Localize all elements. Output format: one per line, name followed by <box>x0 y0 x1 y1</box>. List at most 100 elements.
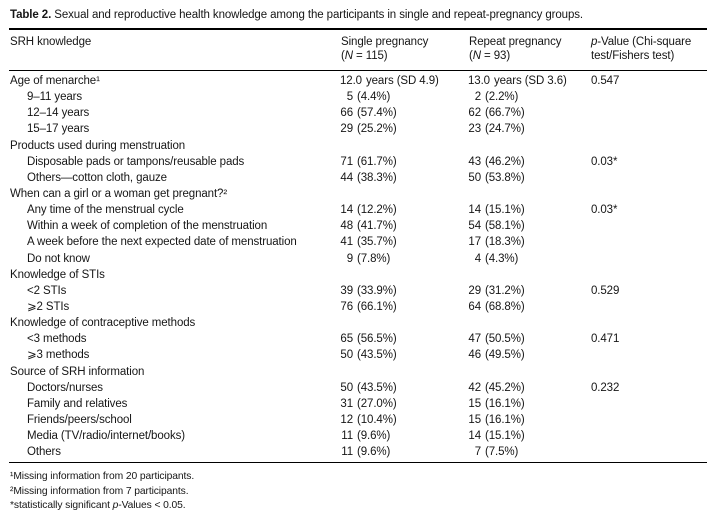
value-percent: (9.6%) <box>357 446 391 459</box>
row-label: Family and relatives <box>27 397 128 410</box>
single-pregnancy-value: 29 (25.2%) <box>340 121 468 137</box>
repeat-pregnancy-value: 17 (18.3%) <box>468 234 590 250</box>
row-label: ⩾3 methods <box>27 349 90 362</box>
value-percent: (16.1%) <box>485 397 525 410</box>
row-label: When can a girl or a woman get pregnant?… <box>10 187 228 200</box>
value-percent: (35.7%) <box>357 236 397 249</box>
header-repeat-pregnancy-line1: Repeat pregnancy <box>469 36 562 48</box>
row-label: Others <box>27 446 61 459</box>
single-pregnancy-value: 41 (35.7%) <box>340 234 468 250</box>
row-label: 15–17 years <box>27 123 90 136</box>
data-table: SRH knowledge Single pregnancy (N = 115)… <box>9 28 707 464</box>
p-value <box>590 218 707 234</box>
value-percent: (45.2%) <box>485 381 525 394</box>
n-count: = 115) <box>352 49 388 62</box>
value-percent: (4.4%) <box>357 91 391 104</box>
repeat-pregnancy-value: 14 (15.1%) <box>468 428 590 444</box>
row-label: ⩾2 STIs <box>27 300 70 313</box>
repeat-pregnancy-value: 2 (2.2%) <box>468 89 590 105</box>
single-pregnancy-value <box>340 186 468 202</box>
p-value <box>590 267 707 283</box>
p-value: 0.03* <box>591 155 618 168</box>
p-value <box>590 138 707 154</box>
p-value <box>590 170 707 186</box>
value-number: 50 <box>468 171 481 184</box>
value-number: 39 <box>340 284 353 297</box>
value-number: 23 <box>468 123 481 136</box>
header-single-pregnancy-line1: Single pregnancy <box>341 36 429 48</box>
single-pregnancy-value: 5 (4.4%) <box>340 89 468 105</box>
p-value <box>590 364 707 380</box>
row-label: Knowledge of contraceptive methods <box>10 317 196 330</box>
value-percent: (33.9%) <box>357 284 397 297</box>
table-row: Others 11 (9.6%) 7 (7.5%) <box>9 444 707 460</box>
single-pregnancy-value: 50 (43.5%) <box>340 380 468 396</box>
row-label: Friends/peers/school <box>27 413 132 426</box>
p-value-text: -Value (Chi-square <box>597 36 692 48</box>
repeat-pregnancy-value: 29 (31.2%) <box>468 283 590 299</box>
table-row: Family and relatives 31 (27.0%) 15 (16.1%) <box>9 396 707 412</box>
table-row: Media (TV/radio/internet/books) 11 (9.6%)… <box>9 428 707 444</box>
value-number: 14 <box>468 430 481 443</box>
table-caption: Table 2. Sexual and reproductive health … <box>9 8 707 22</box>
single-pregnancy-value: 11 (9.6%) <box>340 428 468 444</box>
single-pregnancy-value <box>340 138 468 154</box>
table-body: Age of menarche¹ 12.0 years (SD 4.9) 13.0… <box>9 71 707 464</box>
single-pregnancy-value: 39 (33.9%) <box>340 283 468 299</box>
value-number: 11 <box>341 446 353 459</box>
value-number: 17 <box>468 236 481 249</box>
single-pregnancy-value: 65 (56.5%) <box>340 331 468 347</box>
value-percent: (38.3%) <box>357 171 397 184</box>
row-label: Source of SRH information <box>10 365 145 378</box>
value-percent: (9.6%) <box>357 430 391 443</box>
footnote-significance: *statistically significant p-Values < 0.… <box>10 499 707 513</box>
value-number: 47 <box>468 333 481 346</box>
value-number: 62 <box>468 107 481 120</box>
value-number: 65 <box>340 333 353 346</box>
single-pregnancy-value: 14 (12.2%) <box>340 202 468 218</box>
p-value <box>590 121 707 137</box>
row-label: Knowledge of STIs <box>10 268 105 281</box>
value-percent: (4.3%) <box>485 252 519 265</box>
p-value: 0.03* <box>591 204 618 217</box>
repeat-pregnancy-value: 62 (66.7%) <box>468 105 590 121</box>
n-symbol: N <box>344 49 353 62</box>
value-number: 43 <box>468 155 481 168</box>
value-number: 2 <box>474 91 481 104</box>
value-number: 71 <box>340 155 353 168</box>
single-pregnancy-value: 31 (27.0%) <box>340 396 468 412</box>
row-label: Any time of the menstrual cycle <box>27 204 184 217</box>
value-number: 13.0 <box>468 75 490 87</box>
value-percent: (43.5%) <box>357 381 397 394</box>
footnote-1: ¹Missing information from 20 participant… <box>10 471 195 483</box>
row-label: Media (TV/radio/internet/books) <box>27 430 185 443</box>
table-caption-text: Sexual and reproductive health knowledge… <box>54 9 584 21</box>
value-number: 41 <box>340 236 353 249</box>
p-value <box>590 315 707 331</box>
single-pregnancy-value: 11 (9.6%) <box>340 444 468 460</box>
single-pregnancy-value: 12.0 years (SD 4.9) <box>340 73 468 89</box>
single-pregnancy-value: 66 (57.4%) <box>340 105 468 121</box>
repeat-pregnancy-value: 15 (16.1%) <box>468 396 590 412</box>
value-percent: (18.3%) <box>485 236 525 249</box>
value-percent: (53.8%) <box>485 171 525 184</box>
repeat-pregnancy-value <box>468 138 590 154</box>
value-percent: (27.0%) <box>357 397 397 410</box>
p-symbol: p <box>112 500 119 512</box>
value-number: 9 <box>346 252 353 265</box>
value-number: 44 <box>340 171 353 184</box>
table-caption-number: Table 2. <box>10 9 52 21</box>
value-number: 31 <box>340 397 353 410</box>
header-p-value-line1: p-Value (Chi-square <box>591 36 707 50</box>
p-value <box>590 412 707 428</box>
value-percent: (24.7%) <box>485 123 525 136</box>
value-number: 50 <box>340 381 353 394</box>
value-number: 7 <box>474 446 481 459</box>
value-number: 29 <box>468 284 481 297</box>
single-pregnancy-value: 50 (43.5%) <box>340 347 468 363</box>
footnote-significance-post: -Values < 0.05. <box>118 500 186 512</box>
value-percent: (49.5%) <box>485 349 525 362</box>
header-p-value: p-Value (Chi-square test/Fishers test) <box>590 36 707 63</box>
row-label: 12–14 years <box>27 107 90 120</box>
